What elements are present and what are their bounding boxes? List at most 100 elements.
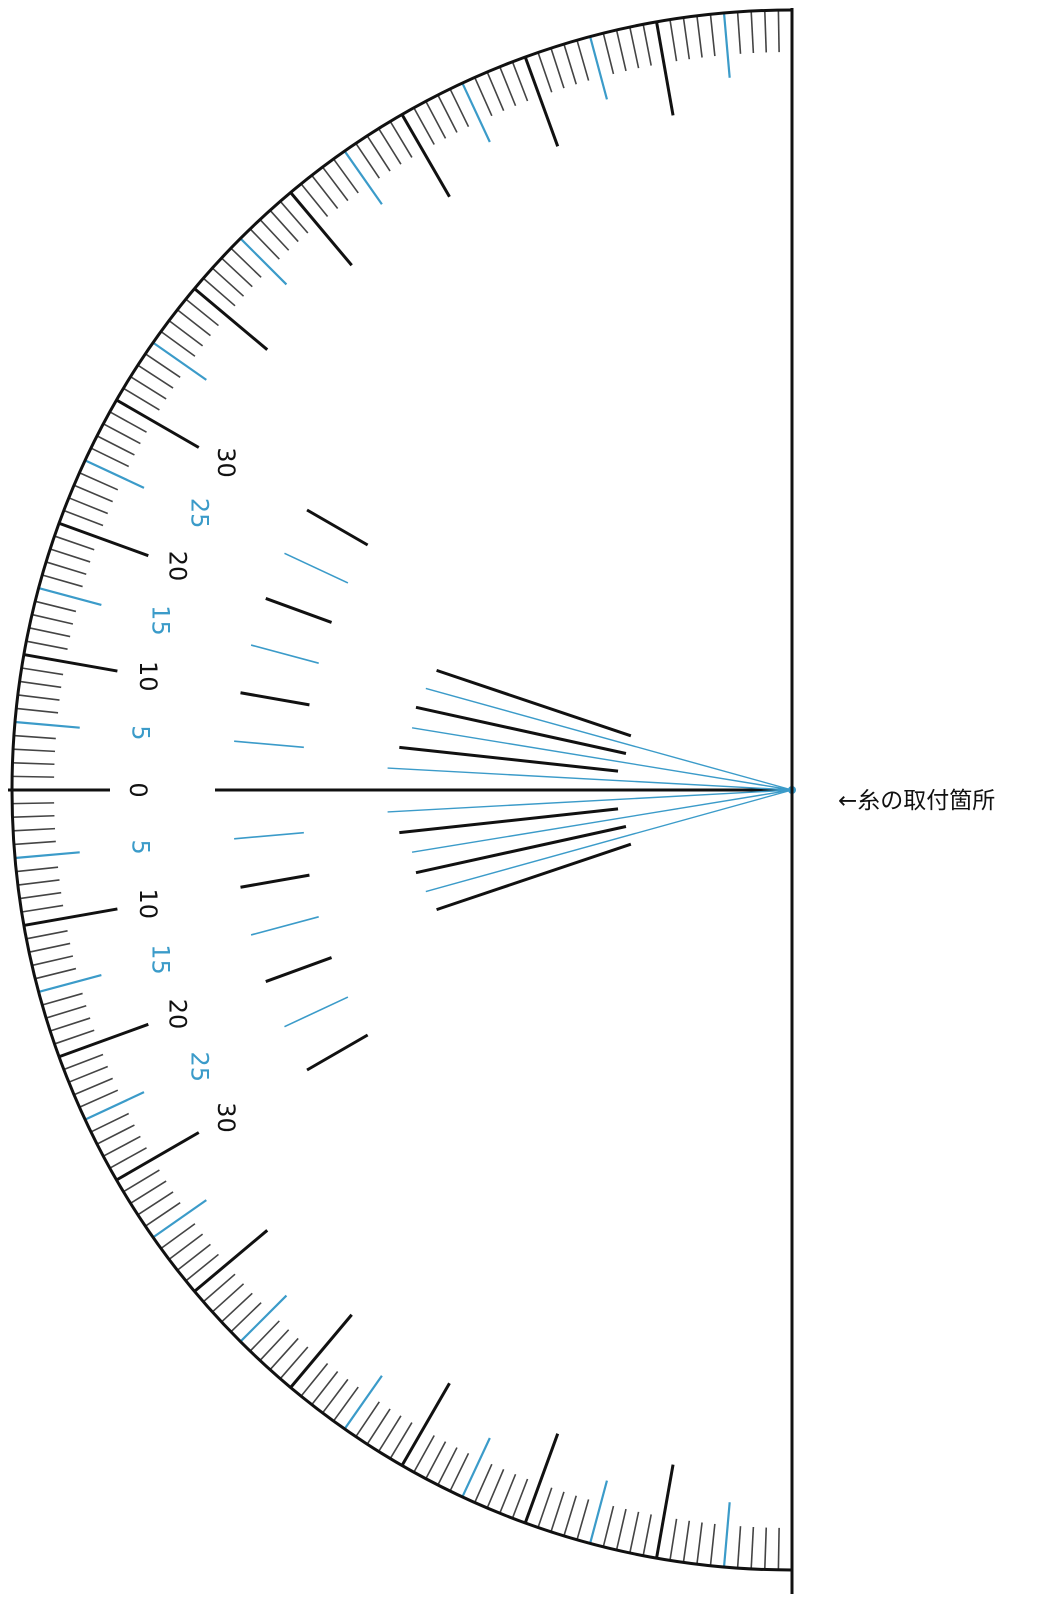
degree-tick (449, 88, 470, 128)
major-tick (58, 521, 149, 558)
degree-tick (279, 1346, 309, 1380)
degree-tick (130, 1180, 167, 1205)
minor-tick (152, 341, 207, 381)
degree-tick (355, 142, 380, 179)
degree-tick (230, 1302, 262, 1333)
sight-ray (436, 842, 632, 912)
sight-ray (411, 789, 793, 853)
degree-tick (763, 10, 768, 53)
degree-tick (90, 447, 130, 468)
degree-tick (563, 43, 577, 85)
degree-tick (389, 120, 413, 158)
angle-label: 20 (164, 551, 192, 582)
degree-tick (511, 1478, 529, 1519)
minor-tick (84, 1091, 145, 1121)
degree-tick (54, 535, 95, 551)
degree-tick (615, 29, 627, 72)
degree-tick (28, 627, 71, 638)
degree-tick (12, 802, 55, 805)
degree-tick (34, 967, 77, 980)
degree-tick (21, 904, 64, 913)
inner-dash (234, 831, 304, 840)
sight-ray (415, 825, 627, 875)
minor-tick (239, 1294, 288, 1343)
angle-label: 20 (164, 999, 192, 1030)
degree-tick (13, 748, 56, 753)
sight-ray (415, 705, 627, 755)
degree-tick (550, 47, 565, 89)
degree-tick (511, 61, 529, 102)
degree-tick (137, 1191, 174, 1216)
degree-tick (17, 694, 60, 701)
degree-tick (332, 158, 359, 194)
degree-tick (19, 680, 62, 689)
degree-tick (73, 484, 113, 503)
degree-tick (425, 1441, 447, 1480)
degree-tick (12, 814, 55, 819)
degree-tick (109, 1147, 147, 1169)
degree-tick (63, 1053, 104, 1071)
inner-dash (240, 873, 310, 889)
degree-tick (413, 107, 435, 145)
angle-label: 25 (185, 498, 213, 529)
minor-tick (343, 150, 383, 205)
major-tick (523, 56, 560, 147)
degree-tick (311, 1371, 339, 1406)
angle-label: 25 (185, 1052, 213, 1083)
degree-tick (102, 1135, 141, 1157)
degree-tick (750, 11, 755, 54)
protractor-frame (10, 8, 794, 1594)
degree-tick (486, 71, 505, 111)
inner-dash (284, 996, 349, 1028)
degree-tick (45, 1005, 87, 1019)
degree-tick (642, 1514, 652, 1556)
major-tick (655, 21, 675, 116)
sight-rays (234, 508, 796, 1072)
degree-tick (615, 1508, 627, 1551)
degree-tick (176, 309, 211, 337)
degree-tick (486, 1469, 505, 1509)
degree-tick (279, 200, 309, 234)
degree-tick (34, 600, 77, 613)
degree-tick (602, 1505, 615, 1548)
degree-tick (763, 1527, 768, 1570)
degree-tick (26, 930, 68, 940)
degree-tick (102, 423, 141, 445)
sight-ray (387, 767, 793, 791)
degree-tick (220, 257, 253, 288)
minor-tick (14, 720, 80, 729)
degree-tick (160, 330, 196, 357)
degree-tick (474, 1463, 493, 1503)
degree-tick (41, 574, 83, 588)
minor-tick (14, 851, 80, 860)
major-tick (115, 398, 200, 449)
degree-tick (709, 14, 716, 57)
degree-tick (355, 1401, 380, 1438)
minor-tick (38, 973, 102, 993)
degree-tick (73, 1077, 113, 1096)
degree-tick (31, 955, 74, 967)
degree-tick (629, 1511, 640, 1554)
degree-tick (321, 1378, 349, 1414)
degree-tick (259, 1329, 290, 1362)
degree-tick (736, 1526, 742, 1569)
degree-tick (537, 1487, 553, 1528)
minor-tick (461, 82, 491, 143)
degree-tick (321, 166, 349, 202)
degree-tick (68, 1065, 109, 1083)
degree-tick (230, 247, 262, 278)
angle-label: 15 (146, 605, 174, 636)
degree-tick (28, 942, 71, 953)
degree-tick (474, 77, 493, 117)
minor-tick (589, 1480, 609, 1544)
degree-tick (642, 24, 652, 66)
degree-tick (669, 1518, 678, 1561)
degree-tick (17, 879, 60, 886)
degree-tick (576, 1499, 590, 1541)
degree-tick (300, 183, 329, 217)
degree-tick (750, 1526, 755, 1569)
sight-ray (399, 807, 619, 835)
degree-tick (144, 1202, 181, 1227)
degree-tick (537, 52, 553, 93)
degree-tick (54, 1029, 95, 1045)
